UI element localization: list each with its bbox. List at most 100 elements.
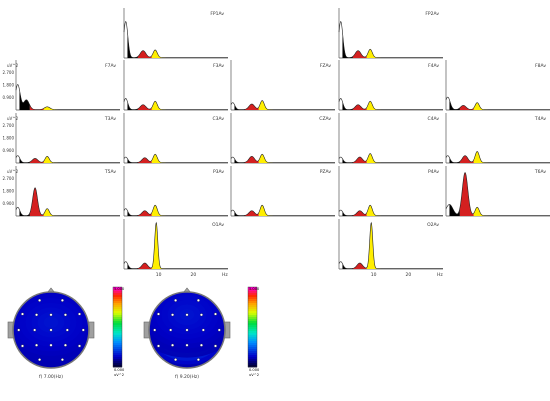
channel-label: FP1Av: [210, 11, 224, 17]
colorbar-step: [113, 335, 122, 338]
alpha-band-fill: [366, 101, 381, 110]
colorbar-frame: [247, 286, 258, 368]
colorbar-step: [248, 305, 257, 308]
delta-band-fill: [127, 263, 138, 269]
spectrum-line: [230, 204, 335, 216]
colorbar-max-label: 5.000: [249, 287, 260, 291]
electrode-marker: [60, 358, 64, 362]
colorbar-min-label: 0.000: [249, 368, 260, 372]
colorbar-step: [248, 309, 257, 312]
field-contour: [43, 316, 59, 329]
colorbar-step: [113, 355, 122, 358]
electrode-marker: [78, 312, 81, 316]
y-tick-labels: uV^2 2.700 1.800 0.900: [3, 63, 19, 100]
channel-label: F3Av: [213, 63, 224, 69]
colorbar-step: [113, 299, 122, 302]
channel-label: T4Av: [534, 116, 546, 122]
spectrum-panel-t5av: T5Av uV^2 2.700 1.800 0.900: [3, 166, 120, 217]
colorbar-step: [113, 293, 122, 296]
colorbar-frame: [112, 286, 123, 368]
colorbar-step: [248, 359, 257, 362]
spectrum-line: [338, 153, 443, 163]
electrode-marker: [199, 343, 203, 347]
y-tick-label: 2.700: [3, 176, 15, 181]
spectrum-panel-c4av: C4Av: [338, 113, 443, 164]
electrode-marker: [60, 298, 64, 302]
y-tick-label: 0.900: [3, 201, 15, 206]
channel-label: O1Av: [212, 222, 224, 228]
electrode-marker: [169, 328, 173, 332]
electrode-marker: [21, 312, 24, 316]
channel-label: PZAv: [320, 169, 332, 175]
colorbar-step: [113, 309, 122, 312]
theta-band-fill: [244, 104, 259, 110]
colorbar-step: [113, 291, 122, 294]
colorbar-step: [113, 347, 122, 350]
colorbar-step: [248, 363, 257, 366]
colorbar-step: [248, 345, 257, 348]
alpha-band-fill: [258, 100, 273, 110]
colorbar-step: [113, 303, 122, 306]
colorbar-step: [248, 349, 257, 352]
y-tick-label: 1.800: [3, 189, 15, 194]
channel-label: FZAv: [320, 63, 331, 69]
colorbar-step: [113, 325, 122, 328]
y-tick-labels: uV^2 2.700 1.800 0.900: [3, 116, 19, 153]
electrode-marker: [17, 328, 21, 332]
power-field: [149, 292, 225, 368]
alpha-band-fill: [151, 49, 166, 58]
colorbar-step: [248, 321, 257, 324]
channel-label: P4Av: [428, 169, 439, 175]
channel-label: C3Av: [213, 116, 225, 122]
spectrum-panel-p4av: P4Av: [338, 166, 443, 217]
electrode-marker: [214, 312, 217, 316]
colorbar-step: [113, 317, 122, 320]
delta-band-fill: [127, 32, 138, 58]
spectrum-panel-f4av: F4Av: [338, 60, 443, 111]
spectrum-panel-czav: CZAv: [230, 113, 335, 164]
alpha-band-fill: [366, 153, 381, 163]
colorbar-step: [248, 313, 257, 316]
spectrum-panel-t3av: T3Av uV^2 2.700 1.800 0.900: [3, 113, 120, 164]
colorbar-step: [248, 361, 257, 364]
channel-label: C4Av: [428, 116, 440, 122]
electrode-marker: [185, 328, 189, 332]
y-unit-label: uV^2: [7, 116, 19, 121]
spectrum-panel-f3av: F3Av: [123, 60, 228, 111]
channel-label: T5Av: [104, 169, 116, 175]
alpha-band-fill: [258, 205, 273, 216]
spectrum-panel-t6av: T6Av: [445, 166, 550, 217]
y-tick-label: 0.900: [3, 148, 15, 153]
electrode-marker: [81, 328, 85, 332]
theta-band-fill: [352, 210, 367, 216]
spectrum-panel-fp2av: FP2Av: [338, 8, 443, 59]
colorbar-step: [248, 315, 257, 318]
colorbar-step: [248, 355, 257, 358]
colorbar-step: [248, 325, 257, 328]
electrode-marker: [217, 328, 221, 332]
x-tick-label: 10: [371, 272, 377, 278]
colorbar-step: [113, 351, 122, 354]
channel-label: P3Av: [213, 169, 224, 175]
colorbar-step: [113, 315, 122, 318]
colorbar-step: [248, 327, 257, 330]
head-outline: [148, 291, 226, 369]
colorbar-step: [248, 333, 257, 336]
channel-label: F8Av: [535, 63, 546, 69]
colorbar-step: [248, 297, 257, 300]
electrode-marker: [199, 313, 203, 317]
colorbar-step: [248, 295, 257, 298]
colorbar-step: [248, 291, 257, 294]
colorbar-step: [248, 339, 257, 342]
electrode-marker: [65, 328, 69, 332]
y-tick-label: 1.800: [3, 83, 15, 88]
spectrum-line: [15, 84, 120, 110]
delta-band-fill: [449, 204, 460, 216]
colorbar-step: [248, 347, 257, 350]
colorbar-step: [113, 295, 122, 298]
x-tick-labels: 10 20 Hz: [371, 272, 444, 278]
delta-band-fill: [342, 101, 353, 110]
